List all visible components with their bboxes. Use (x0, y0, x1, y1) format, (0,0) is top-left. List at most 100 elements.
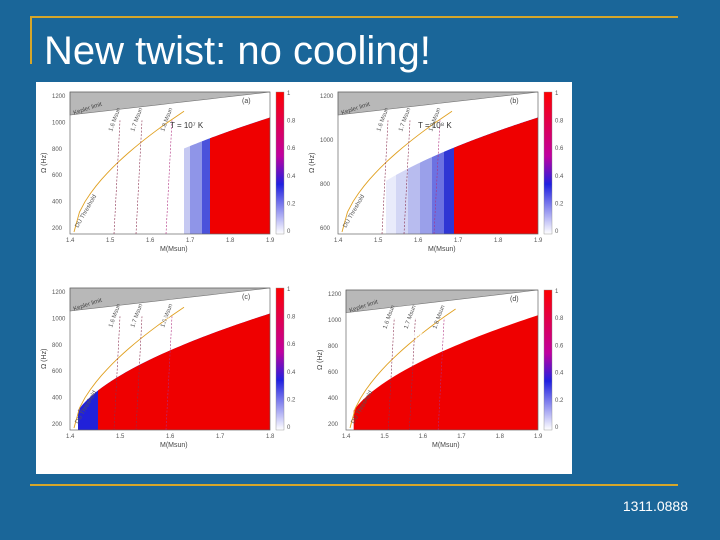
mass-line (113, 316, 121, 431)
x-tick-label: 1.9 (266, 238, 275, 244)
x-tick-label: 1.6 (146, 238, 155, 244)
colorbar-tick-label: 0 (555, 229, 559, 235)
x-tick-label: 1.5 (380, 434, 389, 440)
mass-line (165, 120, 173, 235)
x-axis-label: M(Msun) (160, 246, 188, 253)
mass-label: 1.7 Msun (130, 303, 144, 328)
y-tick-label: 400 (52, 396, 63, 402)
colorbar-tick-label: 0 (287, 425, 291, 431)
red-region (454, 117, 538, 234)
x-tick-label: 1.5 (116, 434, 125, 440)
y-tick-label: 800 (52, 147, 63, 153)
colorbar (543, 91, 553, 235)
mass-label: 1.7 Msun (130, 107, 144, 132)
colorbar-tick-label: 1 (555, 91, 559, 97)
mass-line (433, 120, 441, 235)
red-region (98, 313, 270, 430)
temperature-label: T = 10⁹ K (145, 315, 179, 324)
x-tick-label: 1.9 (534, 434, 543, 440)
mass-line (403, 120, 411, 235)
du-threshold-curve (73, 306, 185, 429)
x-tick-label: 1.8 (226, 238, 235, 244)
y-tick-label: 1200 (320, 94, 334, 100)
y-tick-label: 1000 (328, 318, 342, 324)
panel-tag: (d) (510, 296, 519, 303)
panel-b: 1.6 Msun 1.7 Msun 1.8 Msun Kepler limit DU T… (308, 86, 570, 274)
kepler-region (69, 287, 271, 312)
colorbar (543, 289, 553, 431)
x-tick-label: 1.4 (66, 238, 75, 244)
title-left-rule (30, 16, 32, 64)
plot-frame (69, 91, 271, 235)
y-tick-label: 1000 (52, 120, 66, 126)
y-tick-label: 400 (328, 396, 339, 402)
colorbar-tick-label: 0 (287, 229, 291, 235)
y-tick-label: 800 (328, 344, 339, 350)
mass-line (135, 120, 143, 235)
colorbar-tick-label: 0.6 (287, 342, 296, 348)
du-threshold-curve (341, 110, 453, 233)
mass-line (437, 317, 445, 431)
colorbar (275, 287, 285, 431)
red-region (210, 117, 270, 234)
colorbar-tick-label: 1 (287, 287, 291, 293)
colorbar-tick-label: 0.4 (555, 174, 564, 180)
panel-c: 1.6 Msun 1.7 Msun 1.8 Msun Kepler limit DU T… (40, 280, 302, 470)
colorbar-tick-label: 0.2 (555, 201, 564, 207)
y-axis-label: Ω (Hz) (41, 349, 48, 369)
panel-tag: (c) (242, 294, 250, 301)
kepler-region (345, 289, 539, 314)
panel-d: 1.6 Msun 1.7 Msun 1.8 Msun Kepler limit DU T… (308, 280, 570, 470)
colorbar-tick-label: 1 (287, 91, 291, 97)
y-tick-label: 600 (328, 370, 339, 376)
x-tick-label: 1.4 (334, 238, 343, 244)
colorbar-tick-label: 0.8 (555, 316, 564, 322)
colorbar-tick-label: 0.4 (287, 174, 296, 180)
y-tick-label: 1200 (52, 94, 66, 100)
colorbar-tick-label: 0.2 (287, 201, 296, 207)
y-tick-label: 400 (52, 200, 63, 206)
red-region (353, 315, 538, 430)
y-tick-label: 600 (320, 226, 331, 232)
temperature-label: T = 10⁸ K (418, 121, 452, 130)
x-tick-label: 1.7 (457, 434, 466, 440)
x-tick-label: 1.7 (216, 434, 225, 440)
colorbar-tick-label: 0.8 (287, 315, 296, 321)
mass-line (135, 316, 143, 431)
mass-label: 1.6 Msun (108, 107, 122, 132)
mass-label: 1.7 Msun (404, 305, 418, 330)
colorbar-tick-label: 0.2 (555, 398, 564, 404)
y-tick-label: 200 (328, 422, 339, 428)
plot-frame (337, 91, 539, 235)
mass-line (387, 317, 395, 431)
y-tick-label: 1200 (52, 290, 66, 296)
panel-a: 1.6 Msun 1.7 Msun 1.8 Msun Kepler limit DU T… (40, 86, 302, 274)
x-tick-label: 1.8 (266, 434, 275, 440)
y-tick-label: 1200 (328, 292, 342, 298)
mass-label: 1.6 Msun (108, 303, 122, 328)
y-tick-label: 600 (52, 173, 63, 179)
y-tick-label: 600 (52, 369, 63, 375)
temperature-label: No Superfluidity (393, 331, 449, 340)
plot-frame (345, 289, 539, 431)
mass-line (113, 120, 121, 235)
temperature-label: T = 10⁷ K (170, 121, 204, 130)
figure-panel-grid: 1.6 Msun 1.7 Msun 1.8 Msun Kepler limit DU T… (36, 82, 572, 474)
mass-line (381, 120, 389, 235)
colorbar-tick-label: 1 (555, 289, 559, 295)
y-axis-label: Ω (Hz) (41, 153, 48, 173)
x-axis-label: M(Msun) (432, 442, 460, 449)
y-tick-label: 200 (52, 422, 63, 428)
x-tick-label: 1.6 (419, 434, 428, 440)
colorbar-tick-label: 0.6 (555, 146, 564, 152)
x-tick-label: 1.6 (166, 434, 175, 440)
x-tick-label: 1.8 (496, 434, 505, 440)
du-threshold-curve (73, 110, 185, 233)
x-tick-label: 1.4 (342, 434, 351, 440)
x-tick-label: 1.7 (186, 238, 195, 244)
mass-label: 1.6 Msun (376, 107, 390, 132)
x-axis-label: M(Msun) (428, 246, 456, 253)
